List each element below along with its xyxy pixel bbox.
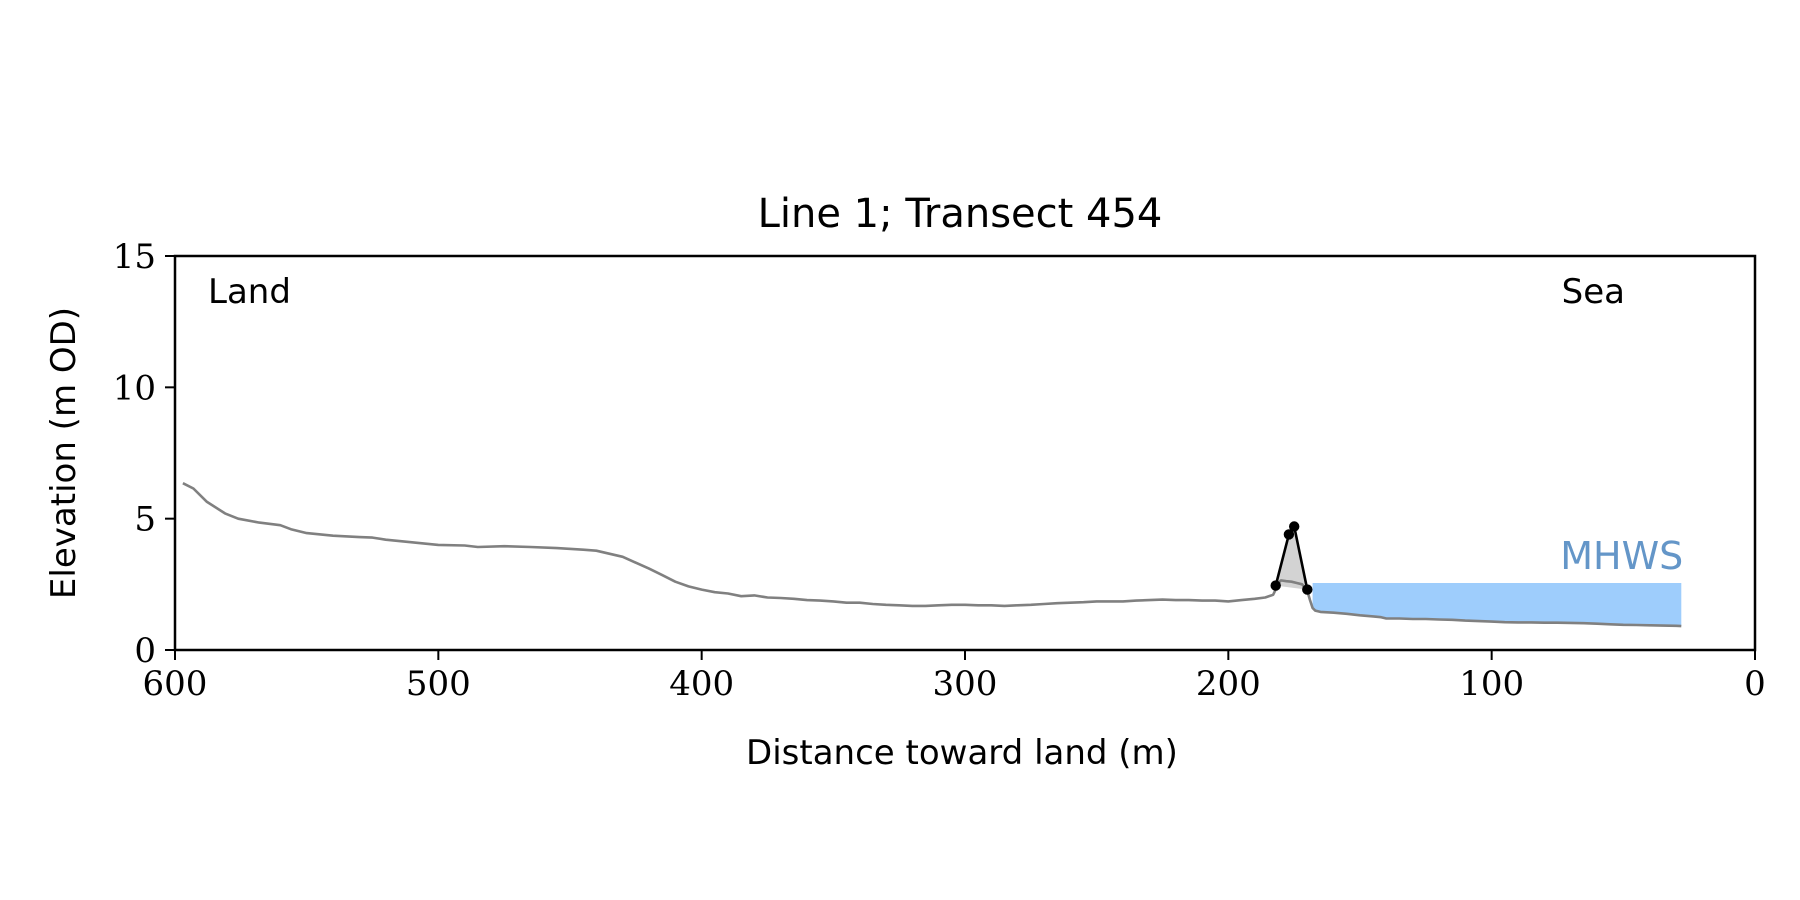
y-tick-label: 0: [134, 631, 156, 671]
x-tick-label: 300: [933, 664, 998, 704]
plot-area: MHWS: [182, 482, 1683, 628]
x-tick-label: 100: [1459, 664, 1524, 704]
x-axis-label: Distance toward land (m): [746, 733, 1178, 773]
x-tick-label: 200: [1196, 664, 1261, 704]
chart-title: Line 1; Transect 454: [758, 191, 1163, 237]
x-tick-label: 0: [1744, 664, 1766, 704]
x-axis: 600 500 400 300 200 100 0: [143, 650, 1766, 704]
y-tick-label: 15: [113, 237, 156, 277]
y-tick-label: 5: [134, 500, 156, 540]
sea-label: Sea: [1562, 272, 1625, 312]
y-axis: 0 5 10 15: [113, 237, 175, 671]
land-label: Land: [208, 272, 291, 312]
y-axis-label: Elevation (m OD): [44, 307, 84, 599]
x-tick-label: 600: [143, 664, 208, 704]
dune-area: [1275, 526, 1308, 590]
dune-point: [1283, 529, 1295, 540]
dune-point: [1289, 521, 1300, 532]
profile-line: [182, 482, 1682, 628]
y-tick-label: 10: [113, 368, 156, 408]
dune-point: [1270, 580, 1281, 591]
dune-point: [1302, 584, 1313, 595]
x-tick-label: 400: [669, 664, 734, 704]
x-tick-label: 500: [406, 664, 471, 704]
mhws-water-area: [1312, 583, 1682, 627]
mhws-label: MHWS: [1560, 534, 1683, 578]
